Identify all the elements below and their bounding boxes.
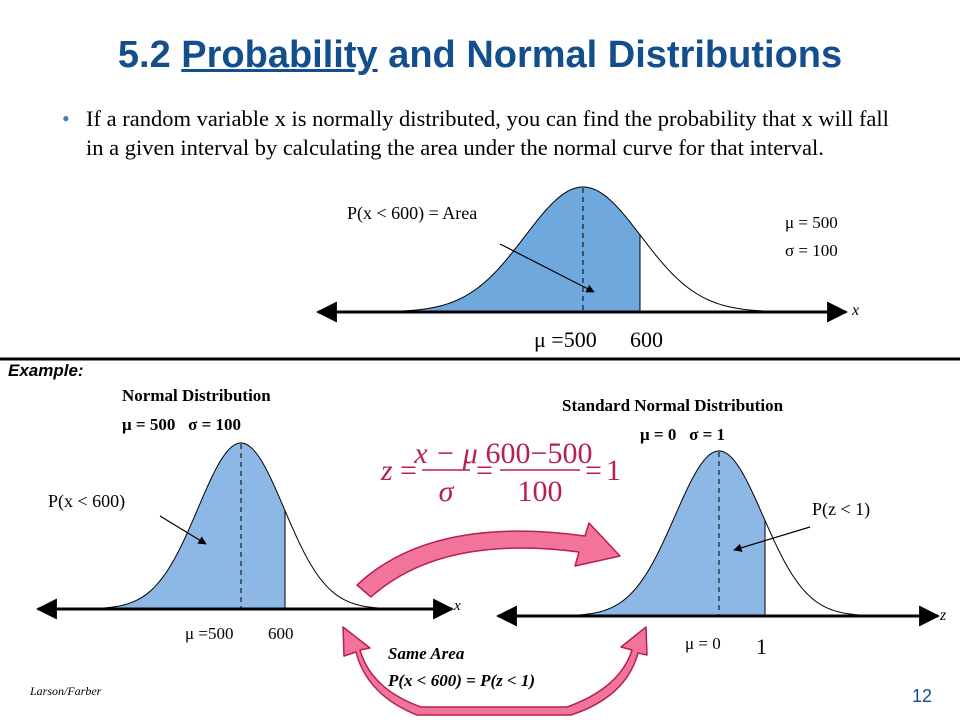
left-tick-mean: μ =500 <box>185 624 234 643</box>
bullet-text: If a random variable x is normally distr… <box>86 106 889 160</box>
top-tick-value: 600 <box>630 327 663 352</box>
top-area-pointer-arrow <box>499 243 595 293</box>
right-params: μ = 0 σ = 1 <box>640 425 726 444</box>
top-mu-param: μ = 500 <box>785 213 838 232</box>
title-underlined-word: Probability <box>181 34 378 76</box>
formula-frac1-denominator: σ <box>439 475 455 508</box>
right-axis-variable: z <box>940 607 947 624</box>
svg-text:=: = <box>476 454 493 487</box>
formula-frac2-denominator: 100 <box>518 475 563 508</box>
right-tick-value: 1 <box>756 634 767 659</box>
slide-title: 5.2 Probability and Normal Distributions <box>0 34 960 77</box>
formula-result: 1 <box>606 454 621 487</box>
svg-text:=: = <box>585 454 602 487</box>
top-area-label: P(x < 600) = Area <box>347 203 478 223</box>
formula-frac2-numerator: 600−500 <box>486 437 593 470</box>
left-params: μ = 500 σ = 100 <box>122 415 242 434</box>
right-tick-mean: μ = 0 <box>685 634 721 653</box>
right-heading: Standard Normal Distribution <box>562 396 784 415</box>
transform-curved-arrow <box>356 522 621 598</box>
left-shaded-area <box>44 443 285 609</box>
svg-text:=: = <box>400 454 417 487</box>
left-tick-value: 600 <box>268 624 294 643</box>
right-shaded-area <box>504 451 765 616</box>
right-area-pointer-arrow <box>733 526 811 552</box>
title-suffix: and Normal Distributions <box>377 34 843 76</box>
left-area-label: P(x < 600) <box>48 491 126 511</box>
same-area-double-arrow <box>342 626 648 716</box>
left-heading: Normal Distribution <box>122 386 271 405</box>
formula-frac1-numerator: x − μ <box>413 437 478 470</box>
left-area-pointer-arrow <box>159 515 207 545</box>
title-prefix: 5.2 <box>117 34 182 76</box>
example-label: Example: <box>8 361 84 380</box>
left-axis-variable: x <box>454 598 461 614</box>
bullet-marker: • <box>62 106 70 131</box>
top-tick-mean: μ =500 <box>534 327 597 352</box>
right-area-label: P(z < 1) <box>812 499 871 519</box>
z-score-formula: z = x − μ σ = 600−500 100 = 1 <box>380 437 621 508</box>
top-sigma-param: σ = 100 <box>785 241 838 260</box>
top-axis-variable: x <box>852 302 860 319</box>
page-number: 12 <box>912 686 933 706</box>
top-shaded-area <box>322 187 640 312</box>
same-area-equation: P(x < 600) = P(z < 1) <box>388 671 536 690</box>
formula-lhs: z <box>380 454 393 487</box>
footer-author: Larson/Farber <box>30 684 102 698</box>
same-area-title: Same Area <box>388 644 465 663</box>
